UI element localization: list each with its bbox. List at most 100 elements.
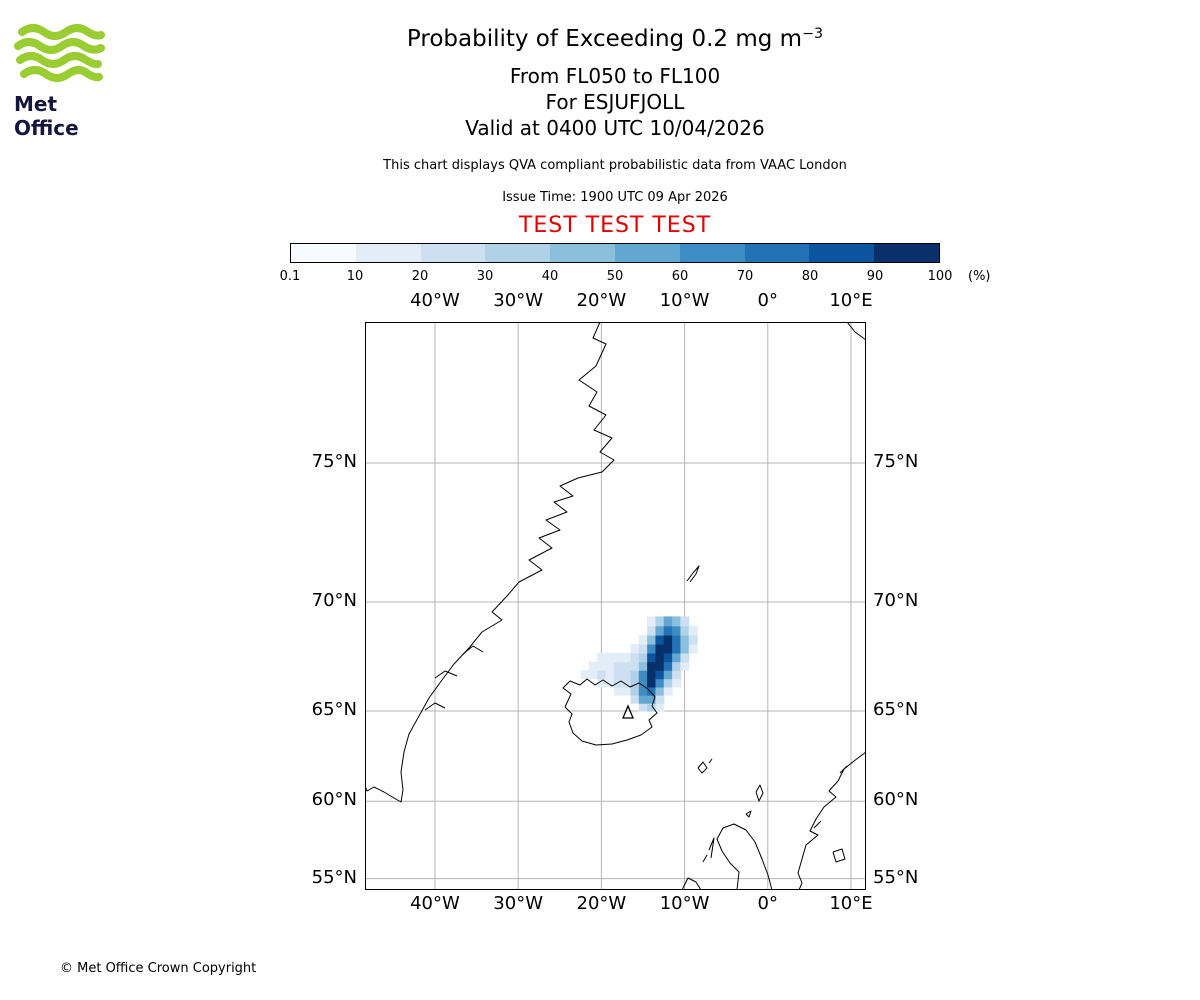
subtitle-valid-time: Valid at 0400 UTC 10/04/2026 (465, 116, 765, 140)
probability-cell (663, 625, 673, 636)
probability-cell (663, 616, 673, 627)
probability-cell (605, 670, 615, 680)
lon-axis-label-bottom: 0° (757, 893, 778, 914)
colorbar-tick-label: 30 (476, 269, 494, 284)
colorbar-segment (355, 244, 421, 262)
probability-cell (655, 695, 665, 704)
lon-axis-label-top: 10°W (659, 290, 710, 311)
page-title: Probability of Exceeding 0.2 mg m−3 (15, 26, 1200, 52)
coastline (686, 565, 700, 583)
probability-cell (630, 643, 640, 654)
colorbar-tick-label: 80 (801, 269, 819, 284)
test-banner: TEST TEST TEST (518, 213, 712, 238)
issue-time: Issue Time: 1900 UTC 09 Apr 2026 (502, 190, 728, 205)
colorbar-segment (550, 244, 615, 262)
probability-cell (630, 670, 640, 680)
probability-cell (647, 670, 657, 680)
probability-cell (655, 678, 665, 688)
probability-cell (580, 670, 590, 680)
coastline (716, 823, 773, 890)
probability-cell (638, 652, 648, 663)
probability-cell (680, 661, 690, 671)
lat-axis-label-left: 60°N (311, 789, 357, 811)
probability-cell (672, 625, 682, 636)
probability-cell (680, 616, 690, 627)
probability-cell (655, 686, 665, 696)
lat-axis-label-right: 60°N (873, 789, 919, 811)
coastline (832, 848, 846, 863)
probability-cell (688, 625, 698, 636)
probability-cell (597, 652, 607, 663)
probability-cell (605, 652, 615, 663)
probability-cell (663, 661, 673, 671)
probability-cell (638, 643, 648, 654)
coastline (708, 837, 715, 859)
probability-cell (588, 670, 598, 680)
probability-cell (655, 661, 665, 671)
probability-cell (680, 652, 690, 663)
probability-cell (647, 678, 657, 688)
lat-axis-label-left: 70°N (311, 590, 357, 612)
probability-cell (680, 625, 690, 636)
probability-cell (663, 686, 673, 696)
probability-cell (630, 678, 640, 688)
probability-cell (613, 670, 623, 680)
coastline (462, 645, 484, 655)
coastline (708, 758, 713, 764)
probability-cell (672, 634, 682, 645)
probability-cell (630, 686, 640, 696)
colorbar-tick-label: 20 (411, 269, 429, 284)
probability-cell (638, 634, 648, 645)
colorbar-tick-label: 0.1 (279, 269, 301, 284)
probability-cell (663, 652, 673, 663)
colorbar-tick-label: 100 (927, 269, 953, 284)
lat-axis-label-right: 70°N (873, 590, 919, 612)
probability-cell (630, 652, 640, 663)
lat-axis-label-right: 75°N (873, 450, 919, 472)
colorbar-tick-label: 90 (866, 269, 884, 284)
lon-axis-label-top: 10°E (829, 290, 873, 311)
probability-cell (672, 652, 682, 663)
coastline (702, 854, 708, 863)
lon-axis-label-bottom: 20°W (576, 893, 627, 914)
probability-cell (647, 625, 657, 636)
lon-axis-label-top: 40°W (410, 290, 460, 311)
coastline (755, 784, 764, 802)
probability-cell (638, 670, 648, 680)
probability-cell (663, 678, 673, 688)
colorbar-tick-label: 10 (346, 269, 364, 284)
probability-cell (630, 661, 640, 671)
lat-axis-label-left: 75°N (311, 450, 357, 472)
lon-axis-label-top: 30°W (493, 290, 543, 311)
probability-cell (672, 616, 682, 627)
probability-cell (588, 661, 598, 671)
lon-axis-label-bottom: 30°W (493, 893, 543, 914)
probability-cell (655, 625, 665, 636)
qva-note: This chart displays QVA compliant probab… (383, 158, 847, 173)
coastline (424, 702, 446, 711)
page-title-superscript: −3 (802, 26, 824, 43)
probability-cell (672, 643, 682, 654)
lat-axis-label-left: 65°N (311, 699, 357, 721)
probability-cell (672, 670, 682, 680)
lat-axis-label-right: 65°N (873, 699, 919, 721)
coastline (681, 877, 702, 890)
probability-cell (613, 661, 623, 671)
page-title-main: Probability of Exceeding 0.2 mg m (406, 26, 803, 52)
probability-cell (597, 661, 607, 671)
probability-cell (663, 670, 673, 680)
lon-axis-label-bottom: 40°W (410, 893, 460, 914)
probability-cell (647, 616, 657, 627)
subtitle-flight-levels: From FL050 to FL100 (509, 64, 721, 88)
probability-cell (647, 686, 657, 696)
probability-cell (655, 670, 665, 680)
colorbar (290, 243, 940, 263)
probability-cell (655, 616, 665, 627)
colorbar-segment (485, 244, 551, 262)
colorbar-tick-label: 60 (671, 269, 689, 284)
probability-cell (597, 678, 607, 688)
subtitle-volcano: For ESJUFJOLL (545, 90, 685, 114)
lon-axis-label-top: 20°W (576, 290, 627, 311)
probability-cell (655, 652, 665, 663)
colorbar-unit-label: (%) (968, 269, 991, 284)
